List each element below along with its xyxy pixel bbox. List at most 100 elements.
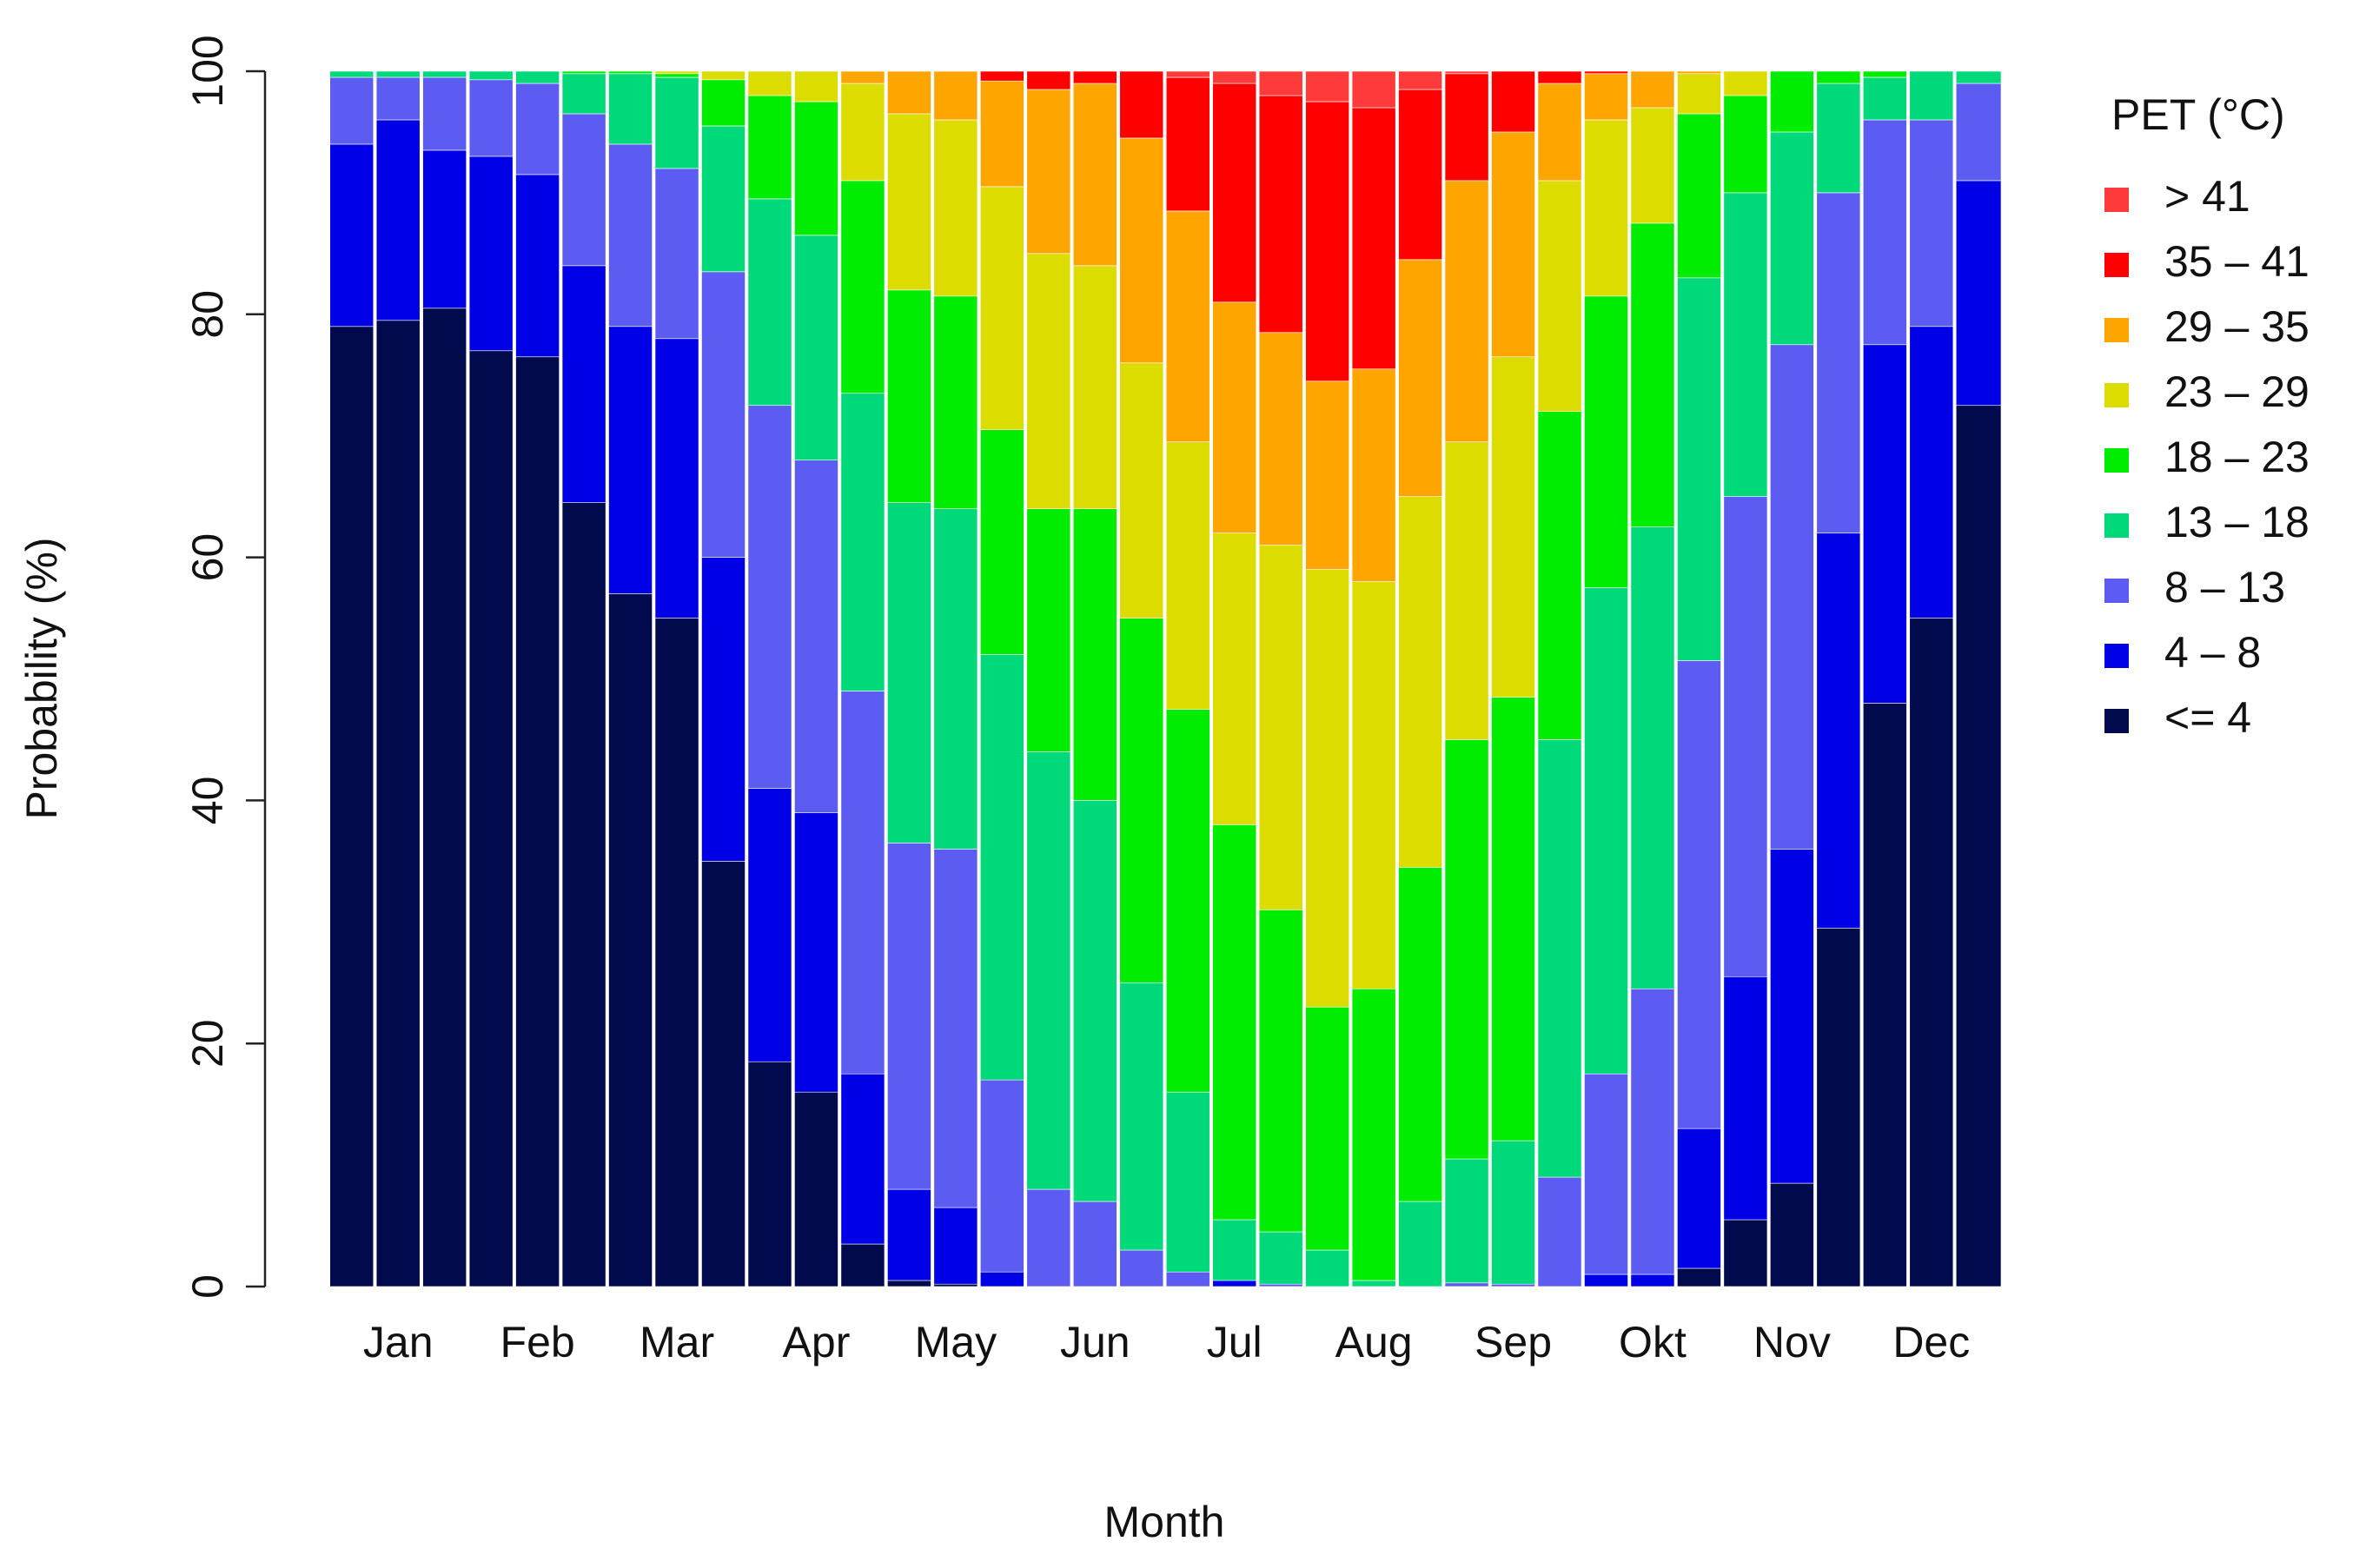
y-tick-label: 100 <box>183 35 232 107</box>
bar-segment <box>838 393 886 691</box>
bar-segment <box>1443 180 1491 442</box>
bar-segment <box>1535 739 1584 1178</box>
bar-segment <box>1350 988 1398 1281</box>
bar-segment <box>931 1207 979 1285</box>
bar-segment <box>978 1079 1026 1273</box>
bar-segment <box>1768 1182 1816 1287</box>
bar-segment <box>746 788 794 1062</box>
bar-segment <box>1814 70 1862 84</box>
bar-segment <box>1954 180 2002 407</box>
bar-segment <box>1071 1201 1119 1287</box>
bar-segment <box>978 80 1026 188</box>
bar-segment <box>838 70 886 84</box>
bar-segment <box>421 149 468 309</box>
bar-segment <box>1675 1128 1723 1269</box>
bar-segment <box>838 180 886 394</box>
bar-segment <box>838 1073 886 1245</box>
x-tick-label: Dec <box>1892 1318 1970 1366</box>
bar-segment <box>931 295 979 509</box>
bar-segment <box>1721 192 1769 497</box>
bar-segment <box>931 508 979 850</box>
bar-segment <box>1210 1280 1258 1287</box>
bar-segment <box>699 861 747 1287</box>
bar-segment <box>1071 265 1119 509</box>
bar-segment <box>1628 526 1676 989</box>
legend-label: <= 4 <box>2164 693 2251 742</box>
legend-swatch <box>2104 709 2129 733</box>
bar-segment <box>1210 1219 1258 1281</box>
x-tick-label: Jul <box>1207 1318 1263 1366</box>
bar-segment <box>1814 192 1862 533</box>
bar-segment <box>653 618 701 1287</box>
bar-segment <box>1024 70 1072 90</box>
bar-segment <box>1257 545 1305 910</box>
bar-segment <box>746 198 794 407</box>
bar-segment <box>792 1091 840 1287</box>
legend-swatch <box>2104 383 2129 407</box>
y-tick-label: 20 <box>183 1019 232 1068</box>
bar-segment <box>1303 70 1351 103</box>
bar-segment <box>1443 739 1491 1160</box>
bar-segment <box>560 265 608 503</box>
bar-segment <box>1443 1282 1491 1287</box>
bar-segment <box>746 70 794 96</box>
bar-segment <box>653 73 701 78</box>
bar-segment <box>1768 70 1816 133</box>
bar-segment <box>1396 259 1444 497</box>
bar-segment <box>1954 83 2002 182</box>
bar-segment <box>1443 441 1491 740</box>
bar-segment <box>1861 70 1909 78</box>
bar-segment <box>374 320 422 1287</box>
bar-segment <box>1628 107 1676 224</box>
bar-segment <box>1303 101 1351 382</box>
bar-segment <box>1164 70 1212 78</box>
bar-segment <box>606 73 654 145</box>
bar-segment <box>978 429 1026 655</box>
bar-segment <box>374 76 422 121</box>
bar-segment <box>1164 1271 1212 1287</box>
bar-segment <box>1303 380 1351 570</box>
bar-segment <box>885 70 933 115</box>
bar-segment <box>1164 210 1212 442</box>
legend-swatch <box>2104 579 2129 603</box>
bar-segment <box>699 125 747 273</box>
bar-segment <box>514 70 561 84</box>
bar-segment <box>1907 119 1955 327</box>
bar-segment <box>1582 73 1630 121</box>
bar-segment <box>653 168 701 340</box>
bar-segment <box>1582 295 1630 588</box>
bar-segment <box>1954 70 2002 84</box>
bar-segment <box>1675 660 1723 1129</box>
bar-segment <box>1210 70 1258 84</box>
bar-segment <box>1768 849 1816 1184</box>
bar-segment <box>1210 301 1258 533</box>
bar-segment <box>560 113 608 267</box>
bar-segment <box>1489 1140 1537 1285</box>
bar-segment <box>1628 222 1676 527</box>
bar-segment <box>1443 73 1491 182</box>
bar-segment <box>746 405 794 789</box>
bar-segment <box>1164 441 1212 710</box>
legend-swatch <box>2104 188 2129 212</box>
bar-segment <box>1117 70 1165 139</box>
bar-segment <box>1303 1249 1351 1287</box>
bar-segment <box>1628 70 1676 109</box>
bar-segment <box>1117 982 1165 1251</box>
bar-segment <box>1024 253 1072 509</box>
y-tick-label: 80 <box>183 290 232 339</box>
legend-label: > 41 <box>2164 172 2250 221</box>
bar-segment <box>1071 83 1119 267</box>
bar-segment <box>1210 824 1258 1221</box>
bar-segment <box>374 70 422 78</box>
bar-segment <box>1257 95 1305 334</box>
bar-segment <box>1582 119 1630 297</box>
bar-segment <box>699 271 747 558</box>
legend-swatch <box>2104 644 2129 668</box>
bar-segment <box>421 76 468 151</box>
bar-segment <box>885 289 933 503</box>
bar-segment <box>792 460 840 813</box>
bar-segment <box>1024 1188 1072 1287</box>
y-tick-label: 0 <box>183 1274 232 1299</box>
bar-segment <box>1675 73 1723 115</box>
bar-segment <box>1350 581 1398 989</box>
